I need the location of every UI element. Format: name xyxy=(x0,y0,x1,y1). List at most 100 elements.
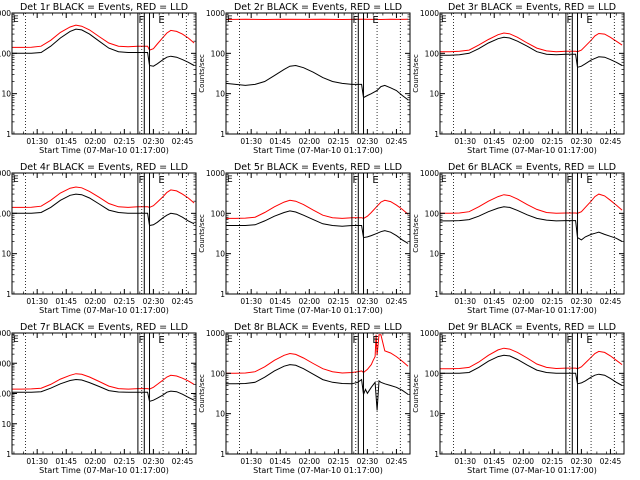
corner-label: E xyxy=(227,15,233,25)
panel-3: Det 3r BLACK = Events, RED = LLD F E E 1 10 10… xyxy=(412,2,625,155)
plot-frame xyxy=(439,12,625,135)
y-tick-label: 1000 xyxy=(206,9,225,18)
x-tick-label: 01:30 xyxy=(26,137,48,146)
x-axis-label: Start Time (07-Mar-10 01:17:00) xyxy=(467,466,597,475)
y-tick-label: 10 xyxy=(215,250,225,259)
plot-frame xyxy=(11,332,197,455)
y-tick-label: 10 xyxy=(429,250,439,259)
corner-label: E xyxy=(227,175,233,185)
y-tick-label: 1000 xyxy=(0,359,11,368)
y-axis-label: Counts/sec xyxy=(412,374,420,413)
y-tick-label: 1000 xyxy=(420,169,439,178)
x-tick-label: 02:15 xyxy=(542,457,564,466)
y-tick-label: 10 xyxy=(429,90,439,99)
panel-9: Det 9r BLACK = Events, RED = LLD F E E 1 10 10… xyxy=(412,322,625,475)
x-tick-label: 01:45 xyxy=(55,137,77,146)
x-tick-label: 02:00 xyxy=(298,297,320,306)
x-tick-label: 01:45 xyxy=(55,457,77,466)
x-tick-label: 01:30 xyxy=(240,137,262,146)
series-group xyxy=(226,199,409,244)
panel-title: Det 1r BLACK = Events, RED = LLD xyxy=(20,2,188,13)
plot-frame xyxy=(225,12,411,135)
corner-label: E xyxy=(441,15,447,25)
plot-frame xyxy=(225,332,411,455)
events-series-line xyxy=(440,36,623,68)
panel-8: Det 8r BLACK = Events, RED = LLD F E E 1 10 10… xyxy=(198,322,411,475)
x-tick-label: 02:15 xyxy=(114,457,136,466)
x-tick-label: 02:00 xyxy=(84,297,106,306)
lld-series-line xyxy=(440,347,623,370)
x-tick-label: 02:45 xyxy=(172,457,194,466)
x-tick-label: 02:30 xyxy=(357,457,379,466)
y-tick-label: 1 xyxy=(434,290,439,299)
y-tick-label: 1 xyxy=(6,130,11,139)
y-tick-label: 1 xyxy=(220,290,225,299)
corner-label: E xyxy=(13,175,19,185)
y-axis-label: Counts/sec xyxy=(198,214,206,253)
events-series-line xyxy=(226,64,409,101)
x-tick-label: 02:30 xyxy=(357,297,379,306)
x-tick-label: 02:00 xyxy=(84,137,106,146)
x-tick-label: 02:45 xyxy=(600,457,622,466)
y-tick-label: 1 xyxy=(6,450,11,459)
y-tick-label: 1000 xyxy=(420,329,439,338)
y-tick-label: 1000 xyxy=(0,169,11,178)
series-group xyxy=(12,186,195,227)
plot-frame xyxy=(11,172,197,295)
x-tick-label: 01:30 xyxy=(26,297,48,306)
panel-1: Det 1r BLACK = Events, RED = LLD F E E 1 10 10… xyxy=(0,2,197,155)
y-tick-label: 1 xyxy=(434,130,439,139)
y-tick-label: 1000 xyxy=(0,9,11,18)
x-tick-label: 02:45 xyxy=(600,297,622,306)
panel-2: Det 2r BLACK = Events, RED = LLD F E E 1 10 10… xyxy=(198,2,411,155)
series-group xyxy=(226,334,409,411)
y-tick-label: 10 xyxy=(1,90,11,99)
panel-title: Det 6r BLACK = Events, RED = LLD xyxy=(448,162,616,173)
corner-label: E xyxy=(441,335,447,345)
y-tick-label: 10 xyxy=(1,420,11,429)
lld-series-line xyxy=(12,24,195,51)
x-tick-label: 01:30 xyxy=(240,457,262,466)
plot-frame xyxy=(439,332,625,455)
y-tick-label: 100 xyxy=(0,209,11,218)
series-group xyxy=(12,24,195,67)
x-tick-label: 01:30 xyxy=(240,297,262,306)
y-tick-label: 100 xyxy=(211,49,226,58)
series-group xyxy=(440,193,623,242)
x-tick-label: 01:30 xyxy=(454,457,476,466)
band-label-F: F xyxy=(566,15,572,26)
y-axis-label: Counts/sec xyxy=(412,214,420,253)
band-label-F: F xyxy=(138,175,144,186)
x-tick-label: 02:15 xyxy=(114,137,136,146)
lld-series-line xyxy=(226,199,409,219)
x-tick-label: 01:30 xyxy=(454,137,476,146)
panel-6: Det 6r BLACK = Events, RED = LLD F E E 1 10 10… xyxy=(412,162,625,315)
events-series-line xyxy=(226,210,409,244)
panel-title: Det 8r BLACK = Events, RED = LLD xyxy=(234,322,402,333)
corner-label: E xyxy=(13,335,19,345)
band-label-F: F xyxy=(138,15,144,26)
lld-series-line xyxy=(226,334,409,374)
y-tick-label: 100 xyxy=(0,49,11,58)
y-tick-label: 10 xyxy=(215,90,225,99)
band-label-F: F xyxy=(352,335,358,346)
y-tick-label: 10 xyxy=(429,410,439,419)
x-tick-label: 01:45 xyxy=(269,457,291,466)
plot-frame xyxy=(11,12,197,135)
band-label-F: F xyxy=(566,175,572,186)
y-tick-label: 1 xyxy=(434,450,439,459)
y-tick-label: 100 xyxy=(425,49,440,58)
x-tick-label: 01:45 xyxy=(55,297,77,306)
y-tick-label: 1 xyxy=(220,130,225,139)
band-label-E: E xyxy=(586,335,592,346)
x-tick-label: 02:00 xyxy=(298,457,320,466)
x-tick-label: 02:45 xyxy=(172,137,194,146)
y-axis-label: Counts/sec xyxy=(412,54,420,93)
events-series-line xyxy=(440,206,623,242)
plot-frame xyxy=(439,172,625,295)
corner-label: E xyxy=(227,335,233,345)
x-tick-label: 02:00 xyxy=(512,137,534,146)
y-tick-label: 1000 xyxy=(206,329,225,338)
